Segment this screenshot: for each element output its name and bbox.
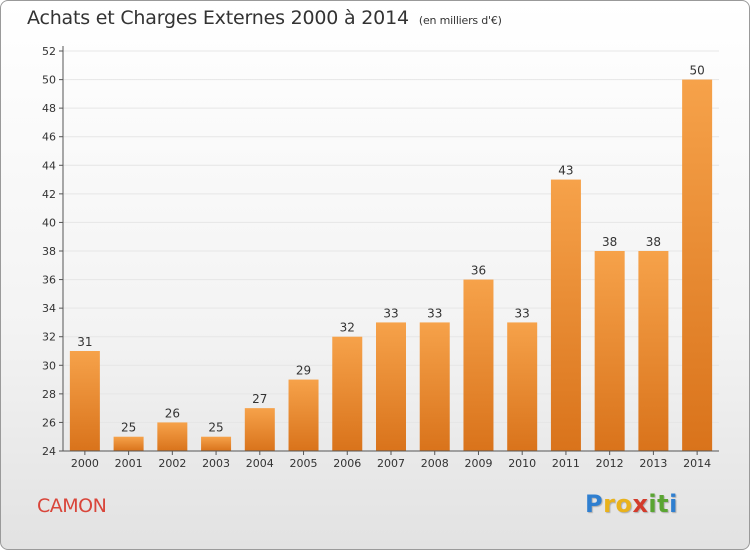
axes: 24 26 28 30 32 34 36 38 40 42 44 46 48 50 52 2000 2001 20… [42, 45, 719, 470]
y-tick-label: 46 [42, 131, 56, 144]
x-tick-label-2001: 2001 [115, 457, 143, 470]
bar-2013[interactable] [638, 251, 669, 451]
bar-2012[interactable] [594, 251, 625, 451]
bar-2000[interactable] [69, 351, 100, 451]
x-tick-label-2009: 2009 [464, 457, 492, 470]
data-label-2004: 27 [252, 392, 267, 406]
data-label-2002: 26 [165, 406, 180, 420]
x-tick-label-2000: 2000 [71, 457, 99, 470]
bar-2007[interactable] [376, 322, 406, 451]
x-tick-label-2014: 2014 [683, 457, 711, 470]
y-tick-label: 38 [42, 245, 56, 258]
data-label-2005: 29 [296, 364, 311, 378]
chart-subtitle: (en milliers d'€) [418, 14, 502, 27]
bar-2006[interactable] [332, 336, 363, 451]
data-label-2013: 38 [646, 235, 661, 249]
place-name: CAMON [37, 495, 107, 517]
data-label-2001: 25 [121, 421, 136, 435]
x-tick-label-2008: 2008 [421, 457, 449, 470]
y-tick-label: 40 [42, 216, 56, 229]
logo-letter: o [615, 490, 633, 518]
bar-2014[interactable] [682, 79, 713, 452]
logo-letter: t [657, 490, 670, 518]
proxiti-logo[interactable]: Proxiti [585, 490, 678, 518]
y-tick-label: 26 [42, 416, 56, 429]
x-tick-label-2002: 2002 [158, 457, 186, 470]
bar-2005[interactable] [288, 379, 319, 451]
y-tick-label: 32 [42, 331, 56, 344]
logo-letter: i [669, 490, 678, 518]
data-label-2003: 25 [208, 421, 223, 435]
data-label-2007: 33 [383, 306, 398, 320]
data-label-2012: 38 [602, 235, 617, 249]
data-label-2000: 31 [77, 335, 92, 349]
y-tick-label: 24 [42, 445, 56, 458]
logo-letter: r [603, 490, 616, 518]
logo-letter: P [585, 490, 604, 518]
bar-2008[interactable] [419, 322, 450, 451]
bar-2001[interactable] [113, 436, 144, 451]
data-label-2010: 33 [515, 306, 530, 320]
y-tick-label: 52 [42, 45, 56, 58]
data-label-2011: 43 [558, 164, 573, 178]
y-tick-label: 50 [42, 74, 56, 87]
y-tick-label: 34 [42, 302, 56, 315]
y-tick-label: 28 [42, 388, 56, 401]
x-tick-label-2013: 2013 [639, 457, 667, 470]
x-tick-label-2012: 2012 [596, 457, 624, 470]
chart-title: Achats et Charges Externes 2000 à 2014 (e… [27, 7, 502, 29]
bar-2003[interactable] [201, 436, 232, 451]
y-tick-label: 42 [42, 188, 56, 201]
data-label-2009: 36 [471, 264, 486, 278]
bar-2002[interactable] [157, 422, 188, 451]
y-tick-label: 44 [42, 159, 56, 172]
data-label-2006: 32 [340, 321, 355, 335]
bar-2010[interactable] [507, 322, 538, 451]
bar-2011[interactable] [550, 179, 581, 452]
x-tick-label-2004: 2004 [246, 457, 274, 470]
y-tick-label: 36 [42, 274, 56, 287]
x-tick-label-2003: 2003 [202, 457, 230, 470]
x-tick-label-2006: 2006 [333, 457, 361, 470]
y-tick-label: 48 [42, 102, 56, 115]
logo-letter: i [648, 490, 658, 518]
x-tick-label-2010: 2010 [508, 457, 536, 470]
bar-2009[interactable] [463, 279, 494, 451]
y-tick-label: 30 [42, 359, 56, 372]
data-label-2014: 50 [689, 64, 704, 78]
bar-2004[interactable] [244, 408, 275, 451]
logo-letter: x [632, 490, 649, 518]
x-tick-label-2007: 2007 [377, 457, 405, 470]
data-label-2008: 33 [427, 306, 442, 320]
x-tick-label-2005: 2005 [290, 457, 318, 470]
bars: 31 25 26 25 27 29 32 33 33 36 33 43 38 38 50 [69, 64, 713, 452]
chart-title-text: Achats et Charges Externes 2000 à 2014 [27, 7, 409, 29]
x-tick-label-2011: 2011 [552, 457, 580, 470]
